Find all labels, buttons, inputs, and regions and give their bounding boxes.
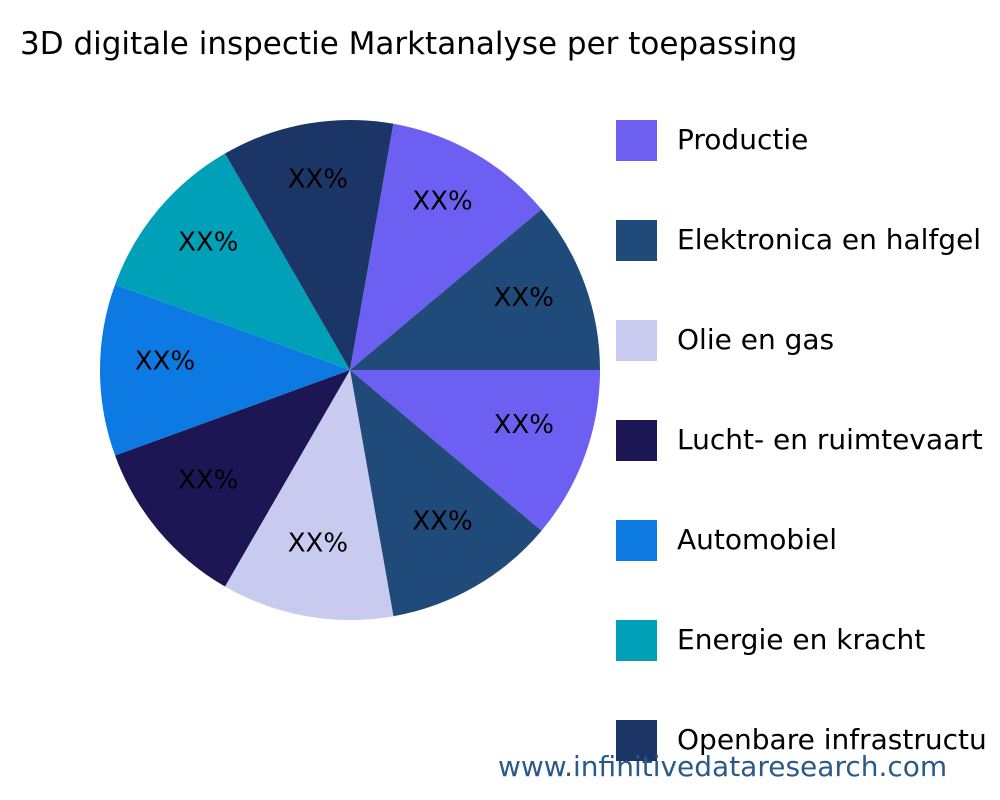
pie-slice <box>225 120 394 371</box>
legend-swatch <box>616 120 657 161</box>
slice-label: XX% <box>288 529 348 559</box>
legend-label: Olie en gas <box>677 323 835 356</box>
slice-label: XX% <box>178 228 238 258</box>
pie-slice <box>350 209 600 370</box>
pie-slice <box>99 284 350 456</box>
slice-label: XX% <box>494 283 554 313</box>
legend-label: Openbare infrastructu <box>677 723 987 756</box>
pie-slice <box>350 123 542 370</box>
legend-label: Automobiel <box>677 523 837 556</box>
legend-swatch <box>616 520 657 561</box>
slice-label: XX% <box>412 186 472 216</box>
slice-label: XX% <box>288 164 348 194</box>
chart-title: 3D digitale inspectie Marktanalyse per t… <box>20 26 798 62</box>
legend-swatch <box>616 420 657 461</box>
watermark: www.infinitivedataresearch.com <box>498 750 948 783</box>
legend-swatch <box>616 620 657 661</box>
slice-label: XX% <box>412 507 472 537</box>
pie-slice <box>350 370 542 617</box>
slice-label: XX% <box>178 465 238 495</box>
pie-slice <box>350 370 600 531</box>
legend-label: Elektronica en halfgel <box>677 223 982 256</box>
legend-swatch <box>616 720 657 761</box>
pie-slice <box>115 153 350 370</box>
legend-label: Productie <box>677 123 809 156</box>
legend-label: Energie en kracht <box>677 623 926 656</box>
slice-label: XX% <box>135 347 195 377</box>
pie-slice <box>115 370 350 587</box>
legend-swatch <box>616 220 657 261</box>
legend-label: Lucht- en ruimtevaart <box>677 423 983 456</box>
pie-slice <box>225 370 394 621</box>
slice-label: XX% <box>494 410 554 440</box>
legend-swatch <box>616 320 657 361</box>
